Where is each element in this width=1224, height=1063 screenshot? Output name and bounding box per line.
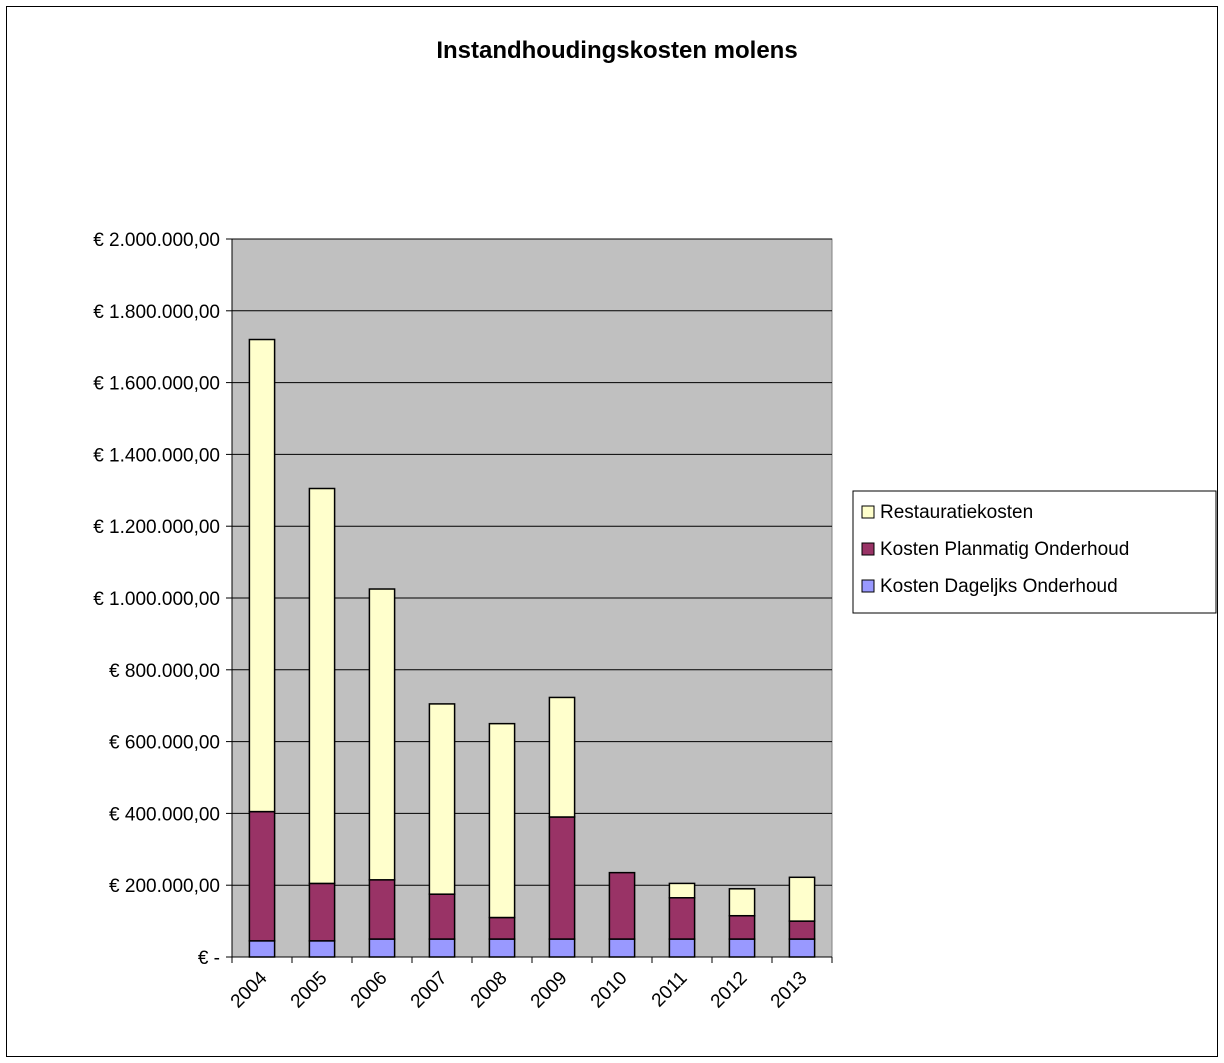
y-tick-label: € 200.000,00 <box>109 876 220 897</box>
y-tick-label: € 2.000.000,00 <box>93 230 220 251</box>
y-tick-label: € 1.800.000,00 <box>93 302 220 323</box>
bar-segment <box>668 882 696 899</box>
bar-segment <box>488 722 516 919</box>
bar-segment <box>308 882 336 942</box>
x-tick-label: 2008 <box>467 968 512 1013</box>
bar-segment <box>548 938 576 958</box>
y-tick-label: € 1.600.000,00 <box>93 374 220 395</box>
bar-segment <box>488 938 516 958</box>
legend-swatch <box>861 579 875 593</box>
legend-box <box>852 490 1217 614</box>
legend-swatch <box>861 542 875 556</box>
x-tick-label: 2012 <box>707 968 752 1013</box>
bar-segment <box>488 916 516 940</box>
bar-segment <box>428 938 456 958</box>
bar-segment <box>548 816 576 940</box>
bar-segment <box>788 938 816 958</box>
legend-entry: Kosten Dageljks Onderhoud <box>880 576 1118 597</box>
plot-area: € - € 200.000,00 € 400.000,00 € 600.000,00 €… <box>93 230 833 1013</box>
bar-segment <box>368 938 396 958</box>
bar-segment <box>368 588 396 881</box>
bar-segment <box>788 920 816 940</box>
x-tick-label: 2011 <box>648 968 692 1012</box>
bar-segment <box>248 810 276 942</box>
bar-segment <box>428 703 456 895</box>
y-tick-label: € 1.200.000,00 <box>93 517 220 538</box>
bar-segment <box>728 888 756 917</box>
legend-entry: Kosten Planmatig Onderhoud <box>880 539 1129 560</box>
bar-segment <box>668 938 696 958</box>
bar-segment <box>248 338 276 813</box>
bar-segment <box>608 938 636 958</box>
legend: Restauratiekosten Kosten Planmatig Onderh… <box>852 490 1217 614</box>
x-tick-label: 2004 <box>227 967 272 1012</box>
x-tick-label: 2005 <box>287 968 332 1013</box>
x-tick-label: 2010 <box>587 968 632 1013</box>
bar-segment <box>788 876 816 922</box>
y-tick-label: € 1.400.000,00 <box>93 445 220 466</box>
bar-segment <box>308 487 336 885</box>
bar-segment <box>608 871 636 940</box>
y-tick-label: € 1.000.000,00 <box>93 589 220 610</box>
y-tick-label: € 400.000,00 <box>109 804 220 825</box>
y-tick-label: € 800.000,00 <box>109 661 220 682</box>
bar-segment <box>428 893 456 940</box>
bar-segment <box>728 938 756 958</box>
x-tick-label: 2006 <box>347 968 392 1013</box>
bar-segment <box>308 940 336 958</box>
bar-segment <box>248 940 276 958</box>
bar-segment <box>368 879 396 940</box>
x-tick-label: 2013 <box>767 968 812 1013</box>
x-tick-label: 2009 <box>527 968 572 1013</box>
legend-swatch <box>861 505 875 519</box>
bar-segment <box>668 897 696 940</box>
bar-segment <box>728 914 756 940</box>
x-tick-label: 2007 <box>407 968 452 1013</box>
legend-entry: Restauratiekosten <box>880 502 1033 523</box>
bar-segment <box>548 696 576 818</box>
y-tick-label: € - <box>198 948 220 969</box>
chart-title: Instandhoudingskosten molens <box>436 37 797 64</box>
y-tick-label: € 600.000,00 <box>109 733 220 754</box>
